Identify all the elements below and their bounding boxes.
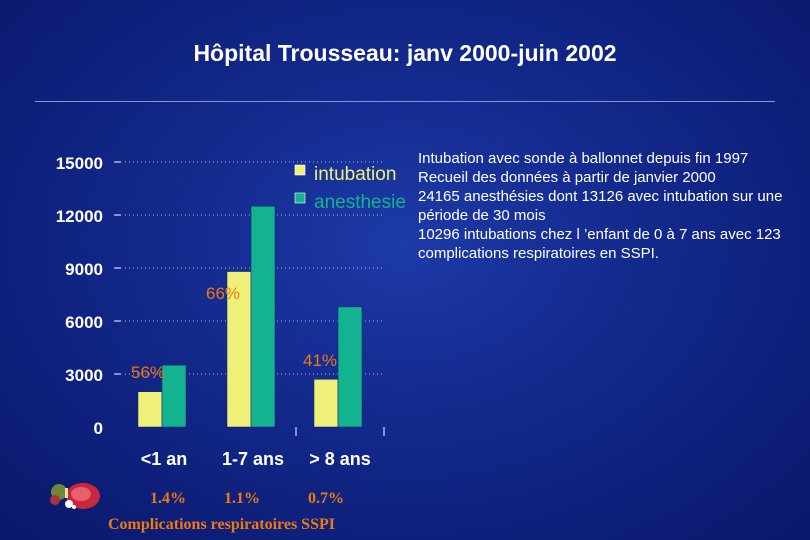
complication-rate-3: 0.7% [308, 490, 344, 507]
notes-panel: Intubation avec sonde à ballonnet depuis… [418, 149, 793, 263]
legend-swatch-intubation [294, 164, 306, 176]
title-divider [35, 101, 775, 102]
bar-intubation [313, 379, 339, 428]
chart-labels: <1 an 1-7 ans > 8 ans 56% 66% 41% [131, 284, 371, 469]
legend-swatch-anesthesie [294, 192, 306, 204]
chart-bars [137, 205, 363, 428]
note-1: Intubation avec sonde à ballonnet depuis… [418, 150, 749, 167]
y-tick-label: 9000 [65, 260, 103, 279]
chart-legend: intubation anesthesie [294, 164, 406, 213]
complication-rate-1: 1.4% [150, 490, 186, 507]
bar-percent-label: 66% [206, 284, 240, 303]
y-tick-label: 6000 [65, 313, 103, 332]
x-tick-label: 1-7 ans [222, 449, 284, 469]
legend-label-anesthesie: anesthesie [314, 192, 406, 213]
bar-percent-label: 41% [303, 351, 337, 370]
y-tick-label: 12000 [56, 207, 103, 226]
bar-anesthesie [337, 306, 363, 428]
y-tick-label: 15000 [56, 154, 103, 173]
complications-block: 1.4% 1.1% 0.7% Complications respiratoir… [108, 490, 408, 533]
legend-label-intubation: intubation [314, 164, 396, 185]
x-tick-label: > 8 ans [309, 449, 371, 469]
chart-axes: 0 3000 6000 9000 12000 15000 [56, 154, 385, 438]
bar-intubation [137, 391, 163, 428]
hospital-logo-icon [50, 483, 100, 509]
bar-anesthesie [250, 205, 276, 428]
note-4: 10296 intubations chez l ’enfant de 0 à … [418, 226, 781, 262]
bar-anesthesie [161, 364, 187, 428]
y-tick-label: 3000 [65, 366, 103, 385]
note-2: Recueil des données à partir de janvier … [418, 169, 716, 186]
complication-rate-2: 1.1% [224, 490, 260, 507]
bar-intubation [226, 271, 252, 428]
bar-percent-label: 56% [131, 363, 165, 382]
slide-title: Hôpital Trousseau: janv 2000-juin 2002 [193, 40, 617, 66]
x-tick-label: <1 an [141, 449, 188, 469]
y-tick-label: 0 [94, 419, 103, 438]
complications-label: Complications respiratoires SSPI [108, 516, 335, 533]
note-3: 24165 anesthésies dont 13126 avec intuba… [418, 188, 783, 224]
